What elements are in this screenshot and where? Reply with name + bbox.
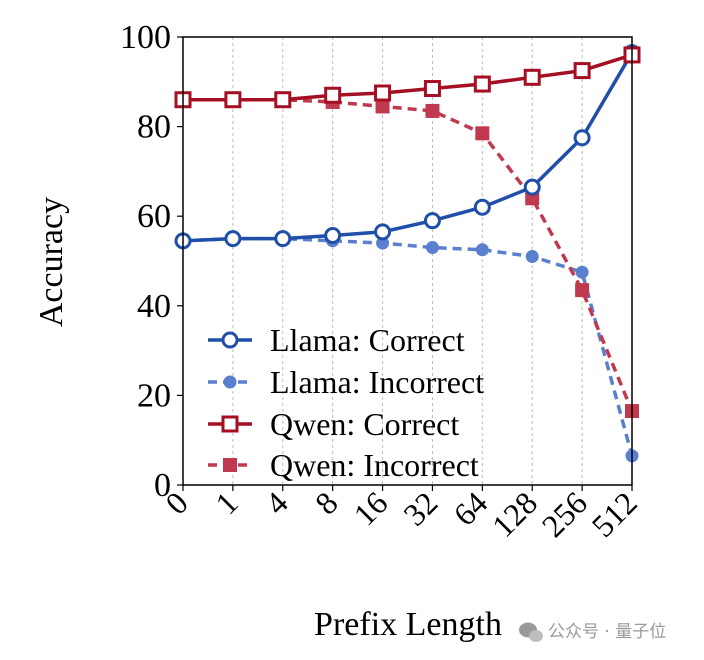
y-tick-label: 40 — [137, 288, 171, 325]
series-markers — [174, 44, 641, 463]
wechat-icon — [519, 622, 543, 642]
legend-marker — [221, 415, 239, 433]
data-point — [376, 236, 390, 250]
y-axis-label: Accuracy — [33, 197, 70, 327]
data-point — [224, 91, 242, 109]
legend-label: Llama: Incorrect — [270, 364, 484, 400]
data-point — [473, 75, 491, 93]
data-point — [475, 126, 490, 141]
data-point — [573, 62, 591, 80]
legend-label: Llama: Correct — [270, 322, 465, 358]
data-point — [374, 223, 392, 241]
x-tick-label: 128 — [485, 484, 544, 543]
data-point — [425, 241, 439, 255]
data-point — [274, 230, 292, 248]
series-line — [183, 97, 634, 412]
data-point — [274, 91, 292, 109]
x-tick-label: 1 — [208, 484, 245, 521]
data-point — [423, 80, 441, 98]
legend: Llama: Correct Llama: Incorrect Qwen: Corr… — [208, 322, 484, 483]
y-tick-label: 80 — [137, 109, 171, 146]
data-point — [324, 86, 342, 104]
data-point — [575, 283, 590, 298]
data-point — [324, 226, 342, 244]
data-point — [423, 212, 441, 230]
y-axis-ticks: 0 20 40 60 80 100 — [120, 19, 183, 504]
x-tick-label: 64 — [446, 484, 494, 532]
watermark-text: 公众号 · 量子位 — [548, 622, 666, 642]
legend-label: Qwen: Incorrect — [270, 447, 479, 483]
data-point — [573, 129, 591, 147]
data-point — [525, 250, 539, 264]
watermark: 公众号 · 量子位 — [519, 622, 666, 642]
data-point — [375, 99, 390, 114]
y-tick-label: 100 — [120, 19, 171, 56]
x-tick-label: 512 — [585, 484, 644, 543]
series-line — [183, 53, 633, 102]
data-point — [224, 230, 242, 248]
x-tick-label: 4 — [258, 484, 295, 521]
x-tick-label: 16 — [346, 484, 394, 532]
x-tick-label: 256 — [535, 484, 594, 543]
legend-marker — [223, 375, 237, 389]
series-lines — [182, 51, 634, 457]
data-point — [575, 265, 589, 279]
x-axis-label: Prefix Length — [314, 606, 502, 643]
x-tick-label: 8 — [308, 484, 345, 521]
legend-label: Qwen: Correct — [270, 406, 459, 442]
data-point — [374, 84, 392, 102]
y-tick-label: 0 — [154, 467, 171, 504]
series-line — [182, 236, 634, 457]
data-point — [523, 68, 541, 86]
y-tick-label: 20 — [137, 377, 171, 414]
plot-frame — [182, 36, 633, 486]
data-point — [475, 243, 489, 257]
data-point — [425, 103, 440, 118]
legend-marker — [221, 331, 239, 349]
data-point — [473, 198, 491, 216]
data-point — [523, 178, 541, 196]
series-line — [182, 51, 634, 243]
legend-marker — [223, 458, 237, 472]
y-tick-label: 60 — [137, 198, 171, 235]
x-tick-label: 32 — [396, 484, 444, 532]
